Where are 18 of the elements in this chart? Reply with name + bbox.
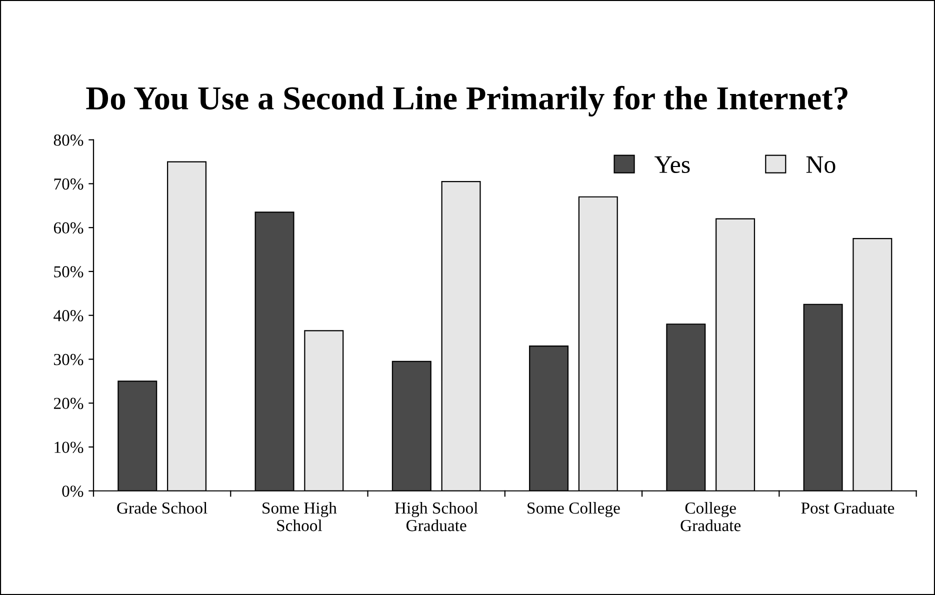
y-tick-label: 0% bbox=[62, 486, 84, 497]
y-tick-label: 30% bbox=[54, 354, 84, 366]
x-tick-label: Grade School bbox=[117, 502, 208, 514]
x-tick-label: Some High School bbox=[262, 502, 337, 532]
y-tick-label: 20% bbox=[54, 398, 84, 410]
chart-title: Do You Use a Second Line Primarily for the Internet? bbox=[86, 86, 848, 116]
y-tick-label: 80% bbox=[54, 134, 84, 146]
x-tick-label: College Graduate bbox=[680, 502, 741, 532]
x-tick-label: High School Graduate bbox=[394, 502, 478, 532]
y-tick-label: 10% bbox=[54, 442, 84, 453]
legend-label: No bbox=[806, 156, 836, 174]
y-tick-label: 50% bbox=[54, 266, 84, 278]
y-tick-label: 60% bbox=[54, 222, 84, 234]
legend-label: Yes bbox=[654, 156, 690, 174]
x-tick-label: Post Graduate bbox=[801, 502, 894, 514]
y-tick-label: 70% bbox=[54, 178, 84, 190]
x-tick-label: Some College bbox=[528, 502, 620, 518]
y-tick-label: 40% bbox=[54, 310, 84, 322]
